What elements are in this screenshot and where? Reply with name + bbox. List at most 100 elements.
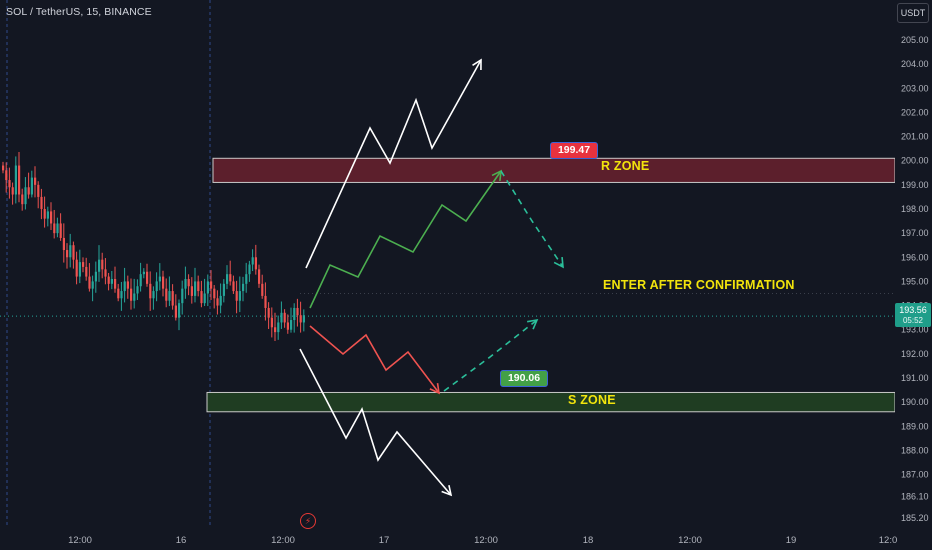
price-tick-label: 196.00 xyxy=(901,252,929,262)
candle-body xyxy=(94,271,97,282)
candle-body xyxy=(238,291,241,301)
candle-body xyxy=(117,288,120,299)
candle-body xyxy=(2,165,5,171)
candle-body xyxy=(248,264,251,275)
candle-body xyxy=(88,276,91,289)
candle-body xyxy=(277,322,280,333)
candle-body xyxy=(69,245,72,258)
projection-paths xyxy=(299,58,564,497)
candle-body xyxy=(203,293,206,304)
candle-body xyxy=(232,281,235,292)
time-tick-label: 18 xyxy=(583,535,594,546)
candle-body xyxy=(210,281,213,289)
candle-body xyxy=(213,288,216,299)
candle-body xyxy=(11,187,14,195)
candle-body xyxy=(235,291,238,301)
price-tick-label: 198.00 xyxy=(901,204,929,214)
candle-body xyxy=(5,170,8,181)
candle-body xyxy=(75,259,78,277)
price-tick-label: 187.00 xyxy=(901,470,929,480)
rejection-dashed-path xyxy=(500,170,564,268)
candle-body xyxy=(107,276,110,284)
time-tick-label: 17 xyxy=(379,535,390,546)
candle-body xyxy=(261,283,264,296)
candle-body xyxy=(219,295,222,306)
time-tick-label: 12:0 xyxy=(879,535,898,546)
bounce-dashed-path xyxy=(443,319,538,392)
candle-body xyxy=(120,291,123,299)
candle-body xyxy=(194,281,197,296)
candle-body xyxy=(46,211,49,219)
last-price-value: 193.56 xyxy=(899,305,927,315)
candle-body xyxy=(274,327,277,333)
candle-body xyxy=(72,245,75,260)
candle-body xyxy=(155,281,158,292)
price-scale: 205.00 204.00 203.00 202.00 201.00 200.00 199.… xyxy=(895,0,932,550)
candle-body xyxy=(8,180,11,188)
bearish-red-path-arrowhead xyxy=(429,382,441,395)
candle-body xyxy=(136,286,139,294)
s-zone-box xyxy=(206,391,896,413)
last-price-tag: 193.56 05:52 xyxy=(895,303,931,327)
bearish-white-path-arrowhead xyxy=(441,485,453,497)
currency-button[interactable]: USDT xyxy=(897,3,929,23)
price-scale-bg xyxy=(895,0,932,550)
candle-body xyxy=(245,274,248,284)
candle-body xyxy=(27,187,30,195)
candle-body xyxy=(40,196,43,209)
candle-body xyxy=(162,276,165,289)
candle-body xyxy=(197,281,200,292)
price-tick-label: 201.00 xyxy=(901,132,929,142)
zones-layer xyxy=(206,157,896,413)
candle-body xyxy=(174,305,177,318)
candle-body xyxy=(168,291,171,301)
price-tick-label: 185.20 xyxy=(901,513,929,523)
rejection-dashed-path-arrowhead xyxy=(553,256,564,269)
candle-body xyxy=(302,315,305,323)
price-tick-label: 195.00 xyxy=(901,276,929,286)
candle-body xyxy=(178,303,181,318)
price-tick-label: 203.00 xyxy=(901,83,929,93)
candle-body xyxy=(267,307,270,318)
candle-body xyxy=(254,257,257,270)
time-tick-label: 12:00 xyxy=(474,535,498,546)
candle-body xyxy=(133,293,136,301)
time-tick-label: 16 xyxy=(176,535,187,546)
candle-body xyxy=(264,295,267,308)
candle-body xyxy=(184,279,187,289)
candle-body xyxy=(290,320,293,330)
candle-body xyxy=(200,291,203,304)
lightning-icon[interactable]: ⚡ xyxy=(300,513,316,529)
candle-body xyxy=(142,271,145,275)
candle-body xyxy=(18,165,21,195)
bearish-red-path xyxy=(309,325,440,394)
time-scale-bg xyxy=(0,528,932,550)
candle-body xyxy=(216,298,219,306)
candle-body xyxy=(82,262,85,267)
time-tick-label: 19 xyxy=(786,535,797,546)
candle-body xyxy=(139,274,142,287)
s-zone-label: S ZONE xyxy=(568,393,616,407)
price-tick-label: 205.00 xyxy=(901,35,929,45)
price-tick-label: 200.00 xyxy=(901,156,929,166)
bearish-white-path xyxy=(299,348,452,496)
candle-body xyxy=(114,279,117,289)
candle-body xyxy=(37,184,40,197)
candle-body xyxy=(283,312,286,323)
candle-body xyxy=(123,281,126,292)
candle-body xyxy=(146,271,149,284)
candle-body xyxy=(110,279,113,284)
candle-body xyxy=(30,177,33,195)
candle-body xyxy=(53,223,56,234)
price-tick-label: 190.00 xyxy=(901,397,929,407)
candle-body xyxy=(43,208,46,219)
candle-body xyxy=(50,211,53,224)
price-tick-label: 204.00 xyxy=(901,59,929,69)
candle-body xyxy=(66,250,69,258)
enter-after-confirmation-text: ENTER AFTER CONFIRMATION xyxy=(603,278,795,292)
candle-body xyxy=(78,262,81,277)
candle-body xyxy=(24,187,27,205)
candle-body xyxy=(101,259,104,270)
